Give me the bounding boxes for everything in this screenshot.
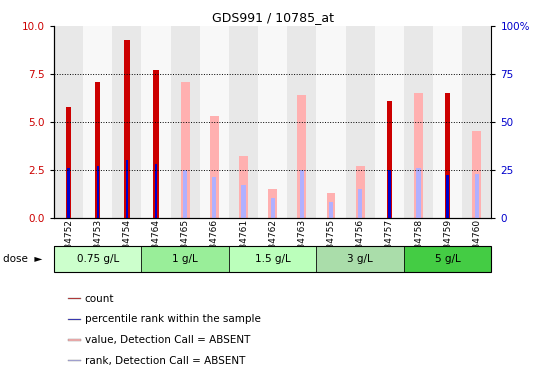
Bar (124, 40, 130, 218)
Text: 1.5 g/L: 1.5 g/L (255, 254, 291, 264)
Bar (66, 106, 71, 218)
Bar (447, 176, 449, 217)
Title: GDS991 / 10785_at: GDS991 / 10785_at (212, 11, 334, 24)
Bar (68, 298, 80, 299)
Bar (271, 198, 275, 217)
Bar (68, 318, 80, 320)
Text: 5 g/L: 5 g/L (435, 254, 461, 264)
Bar (200, 26, 229, 218)
Bar (229, 246, 316, 272)
Bar (97, 166, 99, 218)
Text: count: count (85, 294, 114, 304)
Bar (153, 70, 159, 217)
Bar (388, 170, 390, 217)
Bar (141, 246, 229, 272)
Bar (155, 164, 157, 218)
Bar (327, 193, 335, 217)
Bar (414, 93, 423, 218)
Bar (83, 26, 112, 218)
Bar (387, 101, 392, 217)
Bar (416, 168, 421, 217)
Bar (462, 26, 491, 218)
Bar (68, 360, 80, 361)
Bar (316, 246, 404, 272)
Bar (95, 82, 100, 218)
Bar (329, 202, 333, 217)
Text: 3 g/L: 3 g/L (347, 254, 373, 264)
Text: percentile rank within the sample: percentile rank within the sample (85, 314, 260, 324)
Bar (210, 116, 219, 218)
Bar (316, 26, 346, 218)
Bar (404, 26, 433, 218)
Bar (54, 26, 83, 218)
Text: rank, Detection Call = ABSENT: rank, Detection Call = ABSENT (85, 356, 245, 366)
Text: value, Detection Call = ABSENT: value, Detection Call = ABSENT (85, 335, 250, 345)
Bar (346, 26, 375, 218)
Bar (298, 95, 306, 218)
Bar (229, 26, 258, 218)
Bar (183, 170, 187, 217)
Bar (358, 189, 362, 217)
Bar (181, 82, 190, 218)
Bar (68, 339, 80, 340)
Bar (287, 26, 316, 218)
Bar (445, 93, 450, 218)
Text: 0.75 g/L: 0.75 g/L (77, 254, 119, 264)
Bar (268, 189, 277, 217)
Bar (239, 156, 248, 218)
Bar (54, 246, 141, 272)
Bar (141, 26, 171, 218)
Bar (433, 26, 462, 218)
Bar (356, 166, 364, 218)
Bar (241, 185, 246, 218)
Text: dose  ►: dose ► (3, 254, 42, 264)
Bar (126, 160, 128, 218)
Bar (475, 174, 479, 217)
Bar (300, 170, 304, 217)
Bar (171, 26, 200, 218)
Bar (68, 168, 70, 217)
Bar (212, 177, 217, 218)
Bar (112, 26, 141, 218)
Text: 1 g/L: 1 g/L (172, 254, 198, 264)
Bar (375, 26, 404, 218)
Bar (472, 132, 481, 218)
Bar (258, 26, 287, 218)
Bar (404, 246, 491, 272)
